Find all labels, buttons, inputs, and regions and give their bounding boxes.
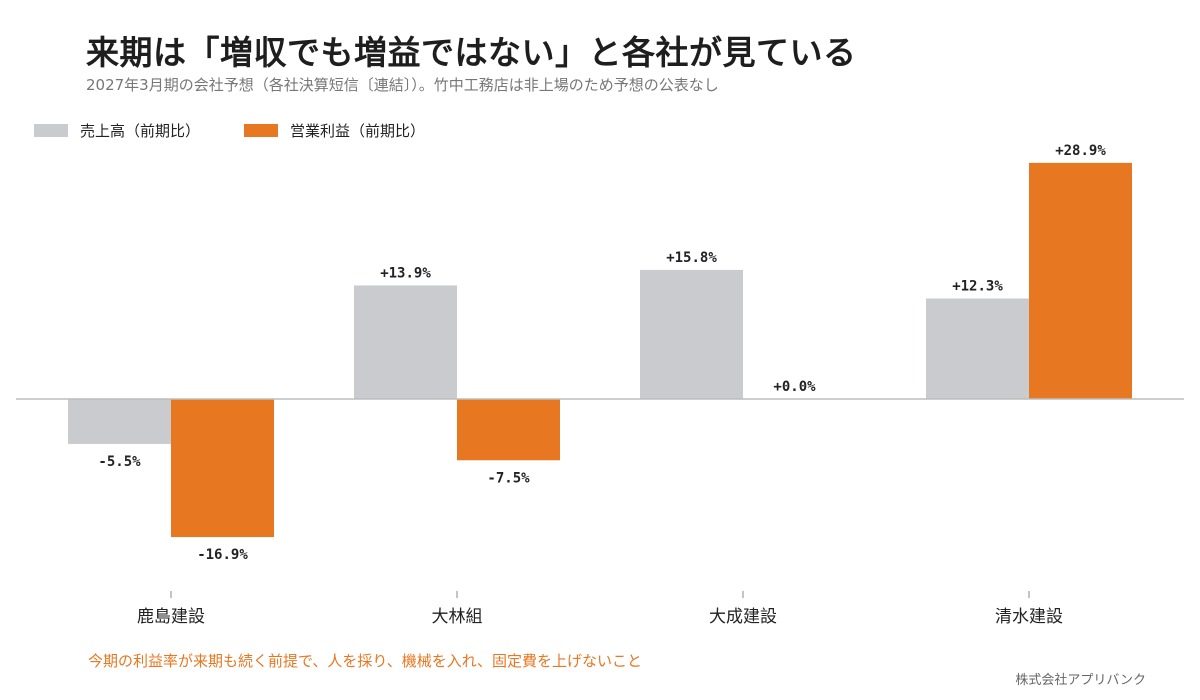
- data-label-sales-3: +12.3%: [952, 279, 1003, 295]
- legend-swatch-sales: [34, 124, 68, 137]
- legend: 売上高（前期比） 営業利益（前期比）: [34, 120, 469, 141]
- data-label-sales-1: +13.9%: [380, 265, 431, 281]
- legend-item-operating-profit: 営業利益（前期比）: [244, 120, 425, 141]
- bar-sales-0: [68, 399, 171, 444]
- bar-operating-profit-3: [1029, 162, 1132, 399]
- legend-label-sales: 売上高（前期比）: [80, 122, 201, 140]
- x-tick-label-2: 大成建設: [709, 607, 777, 627]
- chart-subtitle: 2027年3月期の会社予想（各社決算短信〔連結〕）。竹中工務店は非上場のため予想…: [86, 76, 719, 94]
- bar-operating-profit-1: [457, 399, 560, 461]
- data-label-operating-profit-1: -7.5%: [487, 470, 530, 486]
- data-label-sales-0: -5.5%: [98, 454, 141, 470]
- legend-item-sales: 売上高（前期比）: [34, 120, 200, 141]
- bar-sales-1: [354, 285, 457, 399]
- chart-title: 来期は「増収でも増益ではない」と各社が見ている: [86, 33, 857, 72]
- legend-swatch-operating-profit: [244, 124, 279, 137]
- footnote: 今期の利益率が来期も続く前提で、人を採り、機械を入れ、固定費を上げないこと: [88, 652, 642, 670]
- data-label-operating-profit-3: +28.9%: [1055, 143, 1106, 159]
- data-label-operating-profit-2: +0.0%: [773, 379, 816, 395]
- x-tick-label-0: 鹿島建設: [137, 607, 205, 627]
- bar-sales-3: [926, 298, 1029, 399]
- credit: 株式会社アプリバンク: [1015, 673, 1146, 688]
- data-label-operating-profit-0: -16.9%: [197, 547, 248, 563]
- bar-sales-2: [640, 269, 743, 399]
- x-tick-label-3: 清水建設: [995, 607, 1063, 627]
- bar-operating-profit-0: [171, 399, 274, 538]
- data-label-sales-2: +15.8%: [666, 250, 717, 266]
- legend-label-operating-profit: 営業利益（前期比）: [290, 122, 426, 140]
- x-tick-label-1: 大林組: [432, 607, 483, 627]
